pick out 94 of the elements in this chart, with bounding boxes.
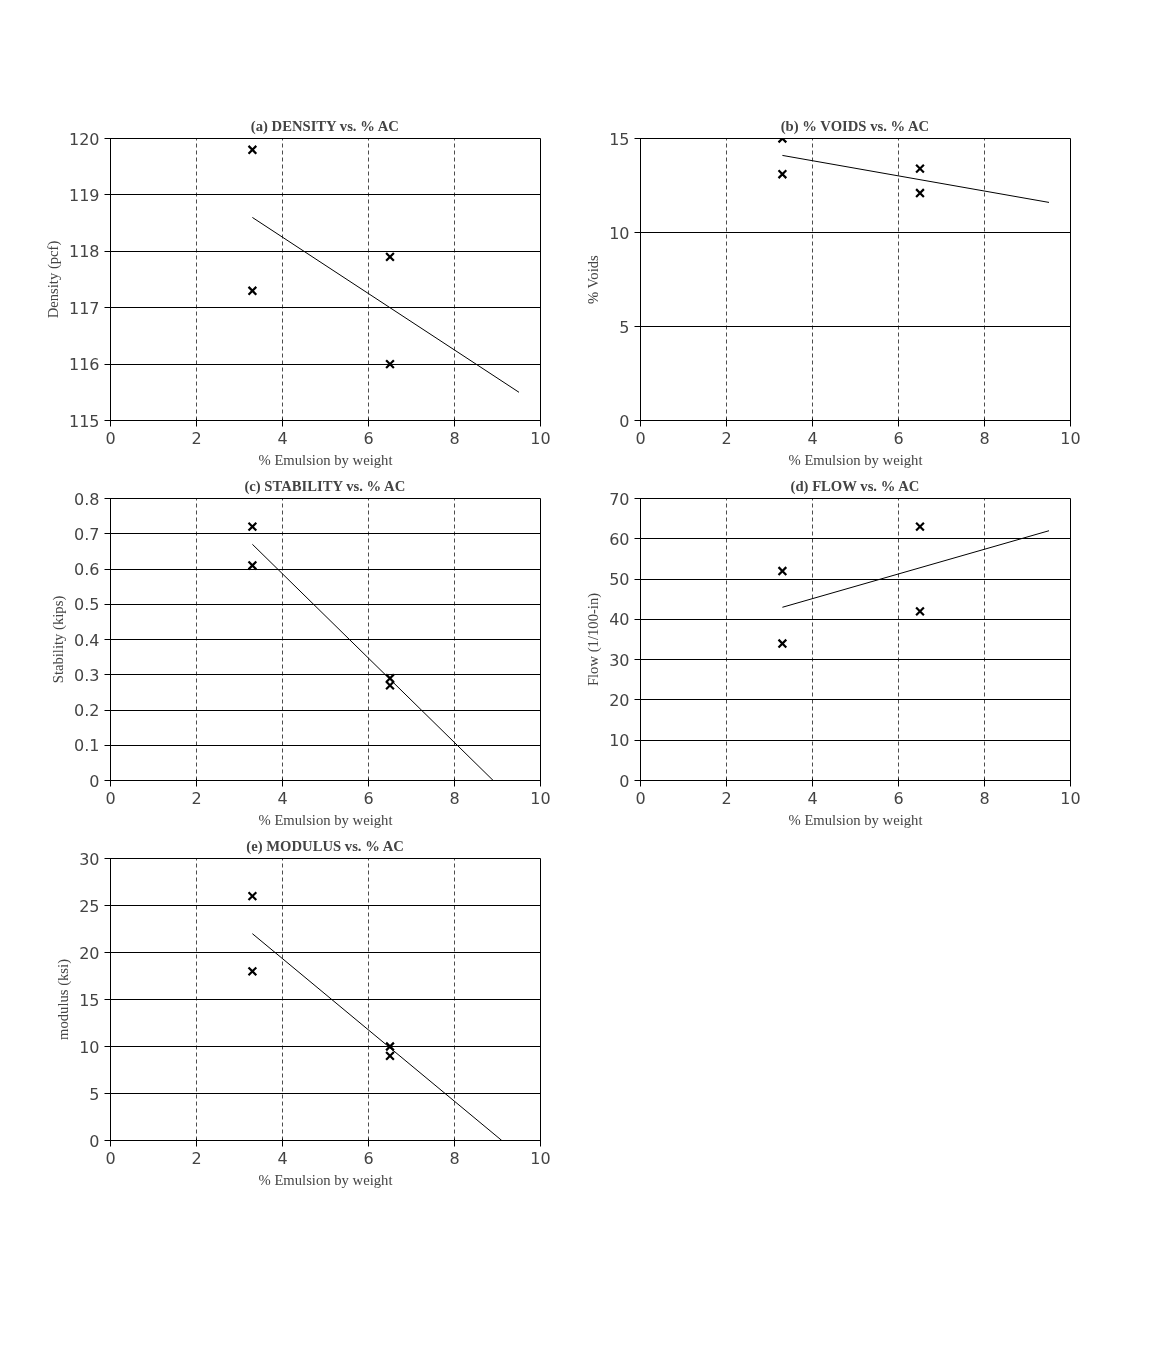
y-tick-label: 0: [89, 771, 100, 791]
chart-title: (d) FLOW vs. % AC: [790, 477, 920, 495]
y-tick-label: 50: [609, 570, 630, 590]
y-tick-label: 10: [609, 223, 630, 243]
point: [777, 638, 788, 649]
x-tick-label: 10: [530, 1148, 551, 1168]
y-tick-label: 30: [609, 650, 630, 670]
x-tick-label: 8: [449, 1148, 460, 1168]
y-tick-label: 0.5: [74, 595, 100, 615]
chart-title: (c) STABILITY vs. % AC: [244, 477, 406, 495]
point: [247, 891, 258, 902]
point: [385, 359, 395, 370]
y-tick-label: 0.1: [74, 736, 100, 756]
y-tick-label: 116: [68, 355, 100, 375]
y-tick-label: 0.8: [74, 489, 100, 509]
x-tick-label: 8: [979, 788, 990, 808]
y-axis-title: Flow (1/100-in): [585, 592, 603, 687]
y-tick-label: 10: [609, 731, 630, 751]
x-tick-label: 0: [105, 1148, 116, 1168]
y-tick-label: 0: [619, 771, 630, 791]
x-tick-label: 4: [807, 788, 818, 808]
y-tick-label: 119: [68, 185, 100, 205]
y-axis-title: % Voids: [585, 254, 602, 304]
x-tick-label: 10: [1060, 788, 1081, 808]
y-tick-label: 115: [68, 411, 100, 431]
x-tick-label: 2: [721, 788, 732, 808]
x-tick-label: 6: [893, 788, 904, 808]
y-tick-label: 0.7: [74, 524, 100, 544]
x-axis-title: % Emulsion by weight: [258, 811, 393, 828]
y-tick-label: 5: [89, 1084, 100, 1104]
x-tick-label: 0: [635, 788, 646, 808]
x-tick-label: 4: [277, 1148, 288, 1168]
point: [385, 1050, 395, 1061]
x-tick-label: 10: [530, 788, 551, 808]
chart-title: (b) % VOIDS vs. % AC: [780, 117, 930, 135]
x-tick-label: 8: [449, 428, 460, 448]
y-tick-label: 60: [609, 529, 630, 549]
point: [247, 560, 258, 571]
point: [247, 521, 258, 532]
point: [915, 606, 925, 617]
y-tick-label: 15: [609, 129, 630, 149]
x-tick-label: 10: [1060, 428, 1081, 448]
x-tick-label: 6: [363, 1148, 374, 1168]
y-tick-label: 10: [79, 1037, 100, 1057]
y-tick-label: 5: [619, 317, 630, 337]
point: [247, 966, 258, 977]
y-tick-label: 117: [68, 298, 100, 318]
x-tick-label: 2: [191, 428, 202, 448]
point: [777, 566, 788, 576]
point: [385, 680, 395, 691]
point: [385, 1041, 395, 1052]
point: [247, 285, 258, 296]
y-axis-title: Density (pcf): [44, 240, 62, 319]
y-tick-label: 70: [609, 489, 630, 509]
y-tick-label: 0: [619, 411, 630, 431]
y-tick-label: 0.6: [74, 560, 100, 579]
x-tick-label: 4: [807, 428, 818, 448]
y-tick-label: 30: [79, 849, 100, 869]
y-tick-label: 0: [89, 1131, 100, 1151]
x-axis-title: % Emulsion by weight: [258, 451, 393, 468]
point: [915, 521, 925, 532]
y-axis-title: modulus (ksi): [55, 958, 73, 1041]
y-tick-label: 0.3: [74, 665, 100, 685]
chart-title: (a) DENSITY vs. % AC: [250, 117, 399, 135]
y-tick-label: 25: [79, 896, 100, 916]
x-tick-label: 0: [635, 428, 646, 448]
y-tick-label: 120: [68, 129, 100, 149]
y-tick-label: 40: [609, 610, 630, 630]
chart-title: (e) MODULUS vs. % AC: [246, 837, 404, 855]
x-tick-label: 2: [191, 1148, 202, 1168]
x-tick-label: 2: [191, 788, 202, 808]
x-tick-label: 4: [277, 788, 288, 808]
x-tick-label: 6: [893, 428, 904, 448]
x-tick-label: 8: [979, 428, 990, 448]
x-tick-label: 0: [105, 428, 116, 448]
y-tick-label: 118: [68, 242, 100, 262]
x-tick-label: 0: [105, 788, 116, 808]
y-tick-label: 20: [609, 690, 630, 710]
y-tick-label: 20: [79, 943, 100, 963]
y-axis-title: Stability (kips): [50, 595, 68, 684]
x-tick-label: 8: [449, 788, 460, 808]
x-tick-label: 2: [721, 428, 732, 448]
x-axis-title: % Emulsion by weight: [788, 811, 923, 828]
x-tick-label: 6: [363, 788, 374, 808]
point: [247, 144, 258, 155]
y-tick-label: 0.4: [74, 630, 100, 650]
x-tick-label: 4: [277, 428, 288, 448]
point: [385, 251, 395, 262]
x-tick-label: 6: [363, 428, 374, 448]
y-tick-label: 15: [79, 990, 100, 1010]
x-axis-title: % Emulsion by weight: [258, 1171, 393, 1188]
y-tick-label: 0.2: [74, 701, 100, 720]
x-tick-label: 10: [530, 428, 551, 448]
x-axis-title: % Emulsion by weight: [788, 451, 923, 468]
